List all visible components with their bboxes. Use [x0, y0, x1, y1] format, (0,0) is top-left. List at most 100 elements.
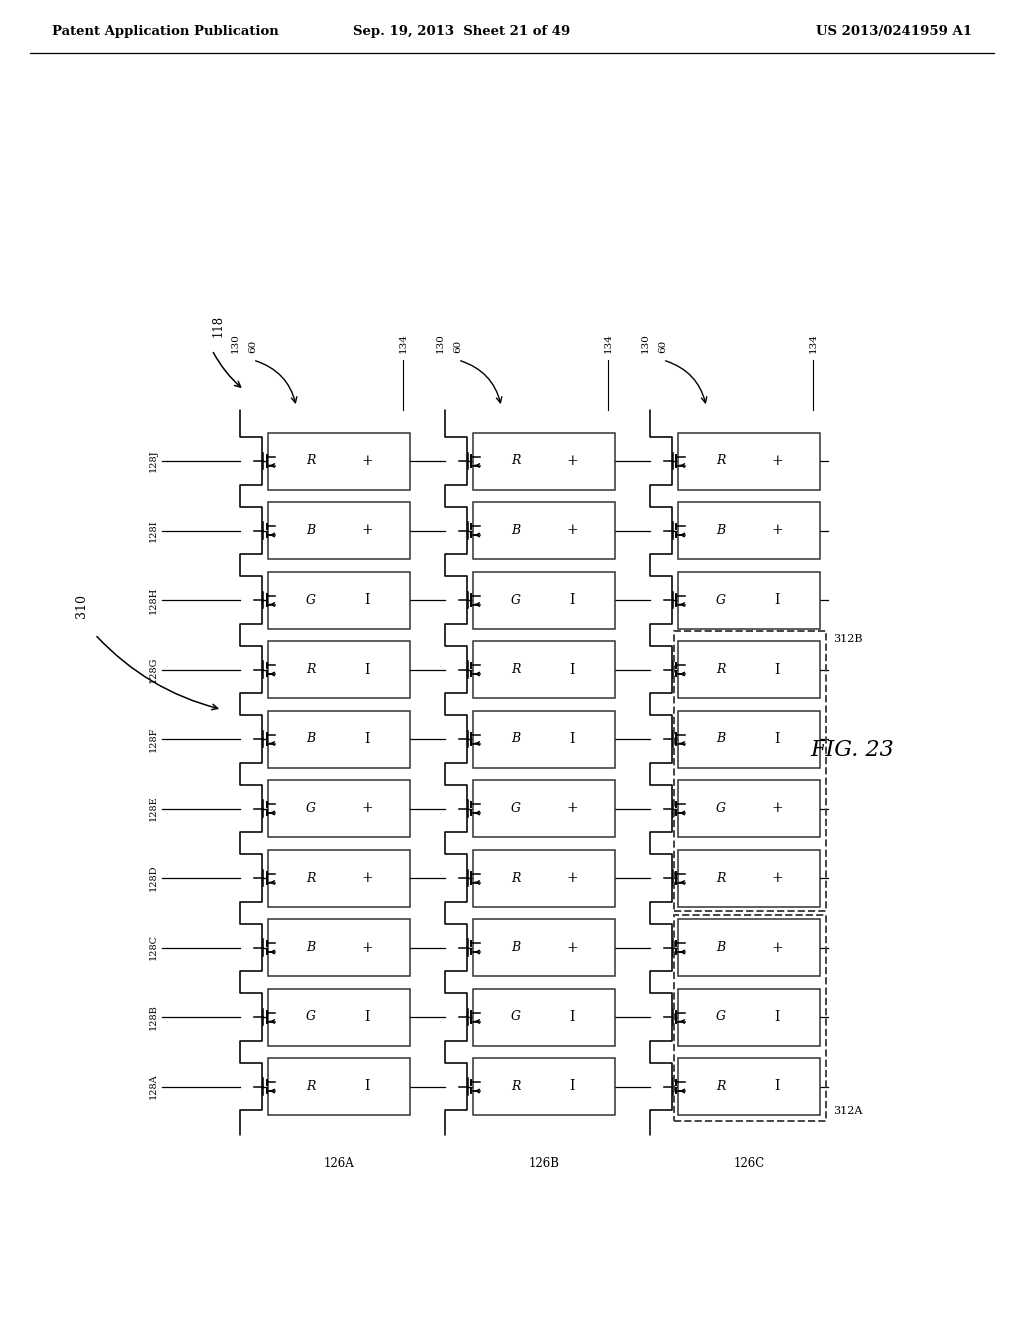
Text: 134: 134	[808, 333, 817, 352]
Text: +: +	[361, 454, 373, 469]
Bar	[674, 631, 826, 911]
Bar	[473, 850, 615, 907]
Text: 128J: 128J	[150, 450, 158, 473]
Text: 128F: 128F	[150, 726, 158, 752]
Bar	[268, 850, 410, 907]
Bar	[268, 642, 410, 698]
Text: R: R	[511, 1080, 520, 1093]
Text: +: +	[566, 801, 579, 816]
Text: 130: 130	[435, 333, 444, 352]
Text: I: I	[569, 733, 575, 746]
Bar	[268, 989, 410, 1045]
Text: 128G: 128G	[150, 656, 158, 682]
Text: +: +	[772, 524, 783, 537]
Text: R: R	[306, 663, 315, 676]
Bar	[678, 850, 820, 907]
Text: R: R	[306, 871, 315, 884]
Text: US 2013/0241959 A1: US 2013/0241959 A1	[816, 25, 972, 38]
Text: 128E: 128E	[150, 796, 158, 821]
Text: B: B	[306, 941, 315, 954]
Text: I: I	[365, 733, 370, 746]
Text: 60: 60	[658, 339, 668, 352]
Text: +: +	[772, 454, 783, 469]
Text: B: B	[511, 733, 520, 746]
Text: I: I	[775, 663, 780, 676]
Text: Patent Application Publication: Patent Application Publication	[52, 25, 279, 38]
Text: 128I: 128I	[150, 519, 158, 541]
Text: B: B	[306, 733, 315, 746]
Bar	[473, 780, 615, 837]
Text: +: +	[772, 871, 783, 884]
Text: B: B	[716, 941, 725, 954]
Bar	[473, 710, 615, 767]
Text: +: +	[772, 940, 783, 954]
Text: R: R	[716, 1080, 725, 1093]
Bar	[473, 1059, 615, 1115]
Text: 134: 134	[603, 333, 612, 352]
Text: I: I	[569, 1080, 575, 1093]
Bar	[678, 433, 820, 490]
Text: +: +	[772, 801, 783, 816]
Text: G: G	[305, 594, 315, 606]
Text: R: R	[716, 663, 725, 676]
Text: B: B	[716, 733, 725, 746]
Text: +: +	[566, 524, 579, 537]
Text: R: R	[511, 454, 520, 467]
Text: 312A: 312A	[833, 1106, 862, 1115]
Text: +: +	[566, 871, 579, 884]
Text: 60: 60	[249, 339, 257, 352]
Bar	[268, 780, 410, 837]
Bar	[268, 433, 410, 490]
Text: 128C: 128C	[150, 935, 158, 961]
Bar	[678, 710, 820, 767]
Text: +: +	[566, 940, 579, 954]
Text: 130: 130	[640, 333, 649, 352]
Text: 312B: 312B	[833, 634, 862, 644]
Text: Sep. 19, 2013  Sheet 21 of 49: Sep. 19, 2013 Sheet 21 of 49	[353, 25, 570, 38]
Text: G: G	[305, 1011, 315, 1023]
Text: G: G	[511, 594, 520, 606]
Bar	[473, 642, 615, 698]
Bar	[678, 989, 820, 1045]
Text: G: G	[511, 1011, 520, 1023]
Text: R: R	[716, 871, 725, 884]
Text: 128D: 128D	[150, 865, 158, 891]
Text: G: G	[716, 1011, 726, 1023]
Text: 130: 130	[230, 333, 240, 352]
Text: 310: 310	[76, 594, 88, 618]
Text: R: R	[716, 454, 725, 467]
Bar	[268, 1059, 410, 1115]
Text: I: I	[365, 1080, 370, 1093]
Text: 126B: 126B	[528, 1158, 559, 1170]
Text: B: B	[716, 524, 725, 537]
Bar	[678, 642, 820, 698]
Text: 128H: 128H	[150, 586, 158, 614]
Bar	[678, 502, 820, 558]
Text: B: B	[306, 524, 315, 537]
Text: I: I	[365, 1010, 370, 1024]
Text: G: G	[716, 594, 726, 606]
Text: I: I	[569, 593, 575, 607]
Text: R: R	[511, 871, 520, 884]
Bar	[473, 572, 615, 628]
Text: +: +	[566, 454, 579, 469]
Text: +: +	[361, 524, 373, 537]
Bar	[268, 710, 410, 767]
Text: 134: 134	[398, 333, 408, 352]
Bar	[678, 1059, 820, 1115]
Text: I: I	[775, 1080, 780, 1093]
Text: I: I	[569, 663, 575, 676]
Bar	[268, 502, 410, 558]
Text: 60: 60	[454, 339, 463, 352]
Bar	[268, 919, 410, 975]
Bar	[678, 572, 820, 628]
Text: I: I	[569, 1010, 575, 1024]
Bar	[473, 502, 615, 558]
Text: 126A: 126A	[324, 1158, 354, 1170]
Bar	[473, 989, 615, 1045]
Text: R: R	[306, 1080, 315, 1093]
Bar	[674, 915, 826, 1121]
Text: I: I	[365, 593, 370, 607]
Text: G: G	[716, 803, 726, 814]
Text: R: R	[306, 454, 315, 467]
